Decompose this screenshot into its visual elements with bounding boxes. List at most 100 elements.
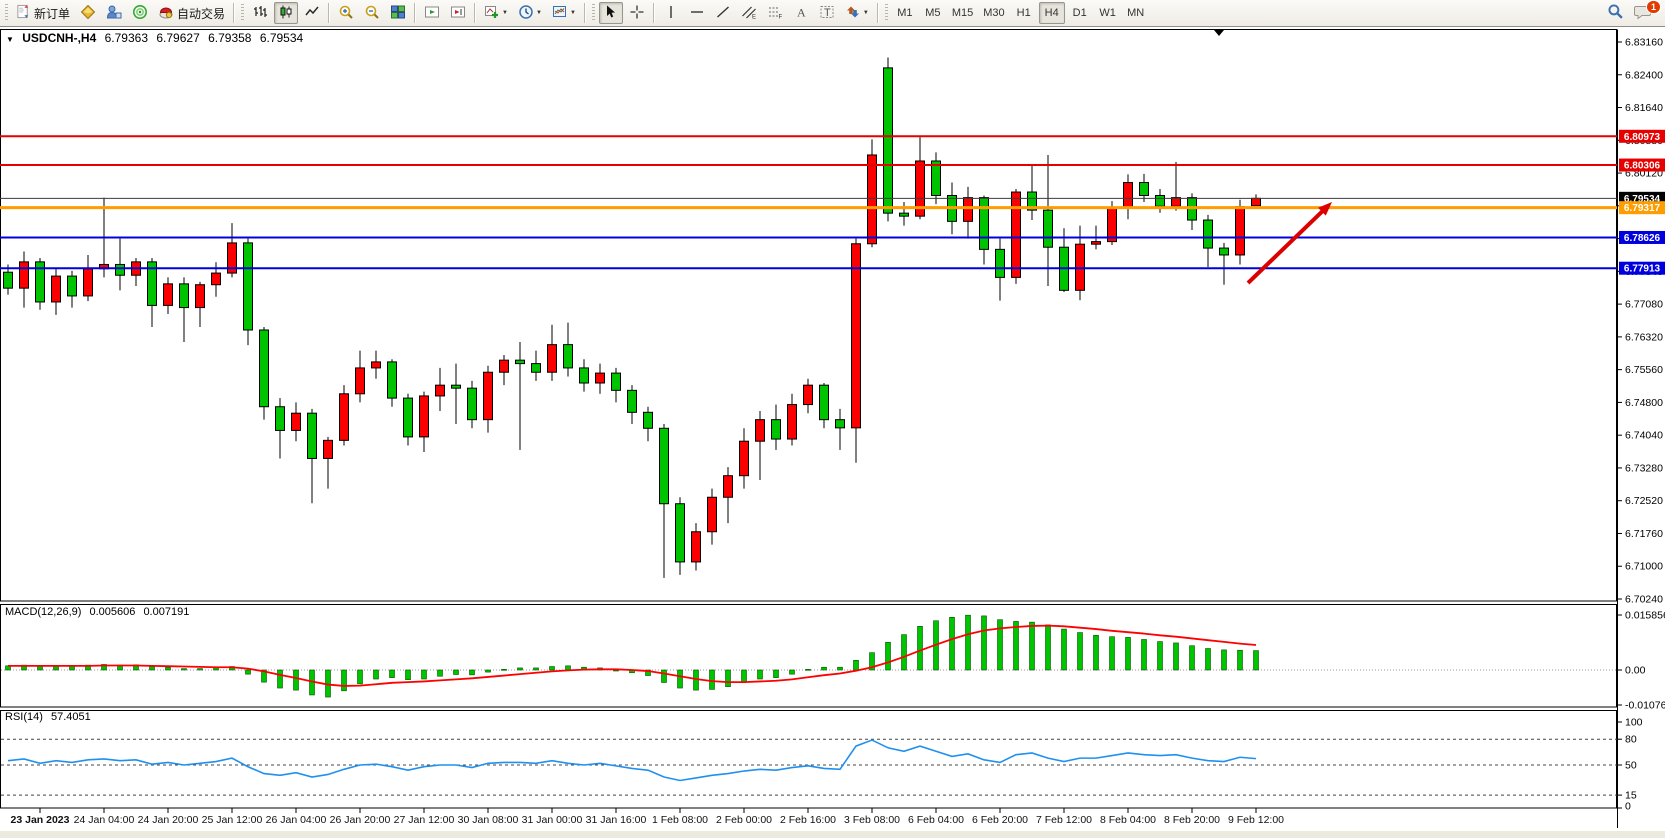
candle-body xyxy=(707,496,717,533)
candle-body xyxy=(1027,191,1037,211)
time-axis-label: 25 Jan 12:00 xyxy=(202,814,263,826)
time-axis-label: 1 Feb 08:00 xyxy=(652,814,708,826)
toolbar-drag-handle[interactable] xyxy=(5,4,8,22)
time-axis-label: 8 Feb 04:00 xyxy=(1100,814,1156,826)
chart-canvas[interactable]: 6.831606.824006.816406.808806.801206.793… xyxy=(0,28,1665,838)
indicators-button[interactable]: ▼ xyxy=(480,2,512,24)
bar-chart-button[interactable] xyxy=(248,2,272,24)
timeframe-d1-button[interactable]: D1 xyxy=(1067,2,1093,24)
price-axis-label: 6.82400 xyxy=(1625,69,1663,81)
text-label-button[interactable]: T xyxy=(815,2,839,24)
horizontal-line-button[interactable] xyxy=(685,2,709,24)
timeframe-m30-button[interactable]: M30 xyxy=(979,2,1008,24)
toolbar-separator xyxy=(474,3,477,23)
macd-bar xyxy=(373,669,379,680)
templates-button[interactable]: ▼ xyxy=(548,2,580,24)
zoom-in-button[interactable] xyxy=(334,2,358,24)
bar-chart-icon xyxy=(252,4,268,23)
candle-body xyxy=(51,275,61,303)
svg-text:E: E xyxy=(752,14,756,20)
macd-bar xyxy=(837,666,843,671)
candle-body xyxy=(1235,206,1245,256)
timeframe-h4-button[interactable]: H4 xyxy=(1038,2,1065,24)
trendline-button[interactable] xyxy=(711,2,735,24)
channel-button[interactable]: E xyxy=(737,2,761,24)
search-button[interactable] xyxy=(1603,2,1628,24)
candlestick-chart-button[interactable] xyxy=(274,2,299,24)
candle-body xyxy=(1219,247,1229,256)
macd-bar xyxy=(501,669,507,671)
new-order-icon xyxy=(16,4,31,22)
arrows-button[interactable]: ▼ xyxy=(841,2,873,24)
vertical-line-button[interactable] xyxy=(659,2,683,24)
candle-body xyxy=(691,531,701,563)
macd-bar xyxy=(1061,628,1067,671)
timeframe-mn-button[interactable]: MN xyxy=(1123,2,1149,24)
timeframe-m1-button[interactable]: M1 xyxy=(892,2,918,24)
macd-axis-label: -0.01076 xyxy=(1625,700,1665,712)
macd-bar xyxy=(357,669,363,685)
macd-bar xyxy=(917,626,923,671)
candle-body xyxy=(35,261,45,303)
zoom-out-button[interactable] xyxy=(360,2,384,24)
macd-bar xyxy=(757,669,763,680)
rsi-panel xyxy=(0,710,1617,809)
chat-button[interactable]: 1 xyxy=(1630,0,1661,24)
toolbar-separator xyxy=(414,3,417,23)
timeframe-m5-button[interactable]: M5 xyxy=(920,2,946,24)
toolbar-drag-handle[interactable] xyxy=(884,4,888,22)
candle-body xyxy=(499,359,509,373)
chevron-down-icon: ▼ xyxy=(502,10,508,16)
candle-body xyxy=(243,242,253,331)
text-button[interactable]: A xyxy=(789,2,813,24)
chevron-down-icon: ▼ xyxy=(569,10,576,16)
price-badge xyxy=(1619,261,1665,275)
candle-body xyxy=(147,261,157,306)
candle-body xyxy=(611,372,621,391)
terminal-button[interactable] xyxy=(128,2,152,24)
candle-body xyxy=(1251,197,1261,207)
candle-body xyxy=(355,367,365,395)
candles-layer xyxy=(3,57,1261,578)
timeframe-h1-button[interactable]: H1 xyxy=(1011,2,1037,24)
auto-scroll-button[interactable] xyxy=(420,2,444,24)
timeframe-w1-button[interactable]: W1 xyxy=(1095,2,1121,24)
new-order-button[interactable]: 新订单 xyxy=(12,2,74,24)
market-watch-button[interactable] xyxy=(76,2,100,24)
candle-body xyxy=(467,387,477,421)
search-icon xyxy=(1607,3,1624,23)
line-chart-button[interactable] xyxy=(300,2,324,24)
crosshair-button[interactable] xyxy=(625,2,649,24)
navigator-button[interactable] xyxy=(102,2,126,24)
autotrading-button[interactable]: 自动交易 xyxy=(154,2,229,24)
time-axis-label: 30 Jan 08:00 xyxy=(458,814,519,826)
toolbar-separator xyxy=(652,3,655,23)
line-chart-icon xyxy=(304,4,320,23)
toolbar-drag-handle[interactable] xyxy=(241,4,245,22)
macd-bar xyxy=(389,669,395,678)
price-badge-value: 6.80306 xyxy=(1624,161,1661,172)
fibonacci-button[interactable]: F xyxy=(763,2,787,24)
price-axis-label: 6.76320 xyxy=(1625,331,1663,343)
time-axis-label: 8 Feb 20:00 xyxy=(1164,814,1220,826)
candle-body xyxy=(1203,219,1213,249)
tile-windows-icon xyxy=(390,4,406,23)
candle-body xyxy=(979,197,989,250)
candle-body xyxy=(867,154,877,245)
time-axis-label: 26 Jan 20:00 xyxy=(330,814,391,826)
macd-bar xyxy=(885,641,891,671)
chart-shift-icon xyxy=(450,4,466,23)
periods-button[interactable]: ▼ xyxy=(514,2,546,24)
macd-bar xyxy=(181,668,187,671)
chart-shift-button[interactable] xyxy=(446,2,470,24)
cursor-button[interactable] xyxy=(598,2,623,24)
indicators-icon xyxy=(484,4,500,23)
time-axis-label: 23 Jan 2023 xyxy=(11,814,70,826)
candle-body xyxy=(227,242,237,274)
macd-bar xyxy=(805,669,811,671)
macd-bar xyxy=(261,669,267,683)
terminal-icon xyxy=(132,4,148,23)
toolbar-drag-handle[interactable] xyxy=(591,4,595,22)
timeframe-m15-button[interactable]: M15 xyxy=(948,2,977,24)
tile-windows-button[interactable] xyxy=(386,2,410,24)
